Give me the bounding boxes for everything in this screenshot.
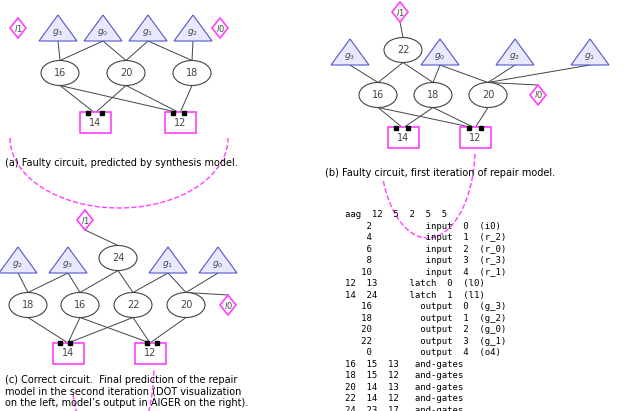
Polygon shape xyxy=(84,15,122,41)
Ellipse shape xyxy=(359,83,397,108)
Polygon shape xyxy=(77,210,93,230)
FancyBboxPatch shape xyxy=(164,113,195,134)
Text: 22: 22 xyxy=(397,45,409,55)
FancyBboxPatch shape xyxy=(460,127,490,148)
Text: $g_{3}$: $g_{3}$ xyxy=(344,51,356,62)
Polygon shape xyxy=(199,247,237,273)
Text: 20         output  2  (g_0): 20 output 2 (g_0) xyxy=(345,325,506,334)
Polygon shape xyxy=(421,39,459,65)
Text: 18  15  12   and-gates: 18 15 12 and-gates xyxy=(345,371,463,380)
Ellipse shape xyxy=(167,293,205,318)
Text: 22         output  3  (g_1): 22 output 3 (g_1) xyxy=(345,337,506,346)
Text: 24  23  17   and-gates: 24 23 17 and-gates xyxy=(345,406,463,411)
Text: 10          input  4  (r_1): 10 input 4 (r_1) xyxy=(345,268,506,277)
Text: 14: 14 xyxy=(397,133,409,143)
Text: $l0$: $l0$ xyxy=(216,23,225,34)
Polygon shape xyxy=(331,39,369,65)
Ellipse shape xyxy=(414,83,452,108)
FancyBboxPatch shape xyxy=(52,342,83,363)
Text: 16  15  13   and-gates: 16 15 13 and-gates xyxy=(345,360,463,369)
Polygon shape xyxy=(129,15,167,41)
Polygon shape xyxy=(220,295,236,315)
Ellipse shape xyxy=(114,293,152,318)
Text: 12  13      latch  0  (l0): 12 13 latch 0 (l0) xyxy=(345,279,484,288)
Text: $g_{1}$: $g_{1}$ xyxy=(584,51,596,62)
Text: (b) Faulty circuit, first iteration of repair model.: (b) Faulty circuit, first iteration of r… xyxy=(325,168,555,178)
FancyBboxPatch shape xyxy=(79,113,111,134)
Text: (a) Faulty circuit, predicted by synthesis model.: (a) Faulty circuit, predicted by synthes… xyxy=(5,158,237,168)
Text: $l0$: $l0$ xyxy=(223,300,232,310)
Text: $g_{3}$: $g_{3}$ xyxy=(52,26,63,37)
Polygon shape xyxy=(530,85,546,105)
Text: 12: 12 xyxy=(174,118,186,128)
Text: 22: 22 xyxy=(127,300,140,310)
Ellipse shape xyxy=(41,60,79,85)
Text: $g_{3}$: $g_{3}$ xyxy=(63,259,74,270)
Text: $g_{0}$: $g_{0}$ xyxy=(97,26,109,37)
Text: 16: 16 xyxy=(74,300,86,310)
Text: $l1$: $l1$ xyxy=(13,23,22,34)
Polygon shape xyxy=(39,15,77,41)
Text: $g_{0}$: $g_{0}$ xyxy=(212,259,223,270)
Text: 18         output  1  (g_2): 18 output 1 (g_2) xyxy=(345,314,506,323)
Text: $l1$: $l1$ xyxy=(396,7,404,18)
Text: 12: 12 xyxy=(144,348,156,358)
Text: 20: 20 xyxy=(482,90,494,100)
Text: 18: 18 xyxy=(186,68,198,78)
Text: $g_{2}$: $g_{2}$ xyxy=(509,51,520,62)
Text: $l1$: $l1$ xyxy=(81,215,90,226)
Ellipse shape xyxy=(469,83,507,108)
Ellipse shape xyxy=(99,245,137,270)
Text: 20: 20 xyxy=(120,68,132,78)
Polygon shape xyxy=(212,18,228,38)
Ellipse shape xyxy=(384,37,422,62)
Text: $g_{1}$: $g_{1}$ xyxy=(163,259,173,270)
Text: 14: 14 xyxy=(89,118,101,128)
Ellipse shape xyxy=(9,293,47,318)
Text: $g_{0}$: $g_{0}$ xyxy=(435,51,445,62)
Text: 20: 20 xyxy=(180,300,192,310)
Text: (c) Correct circuit.  Final prediction of the repair
model in the second iterati: (c) Correct circuit. Final prediction of… xyxy=(5,375,248,408)
Polygon shape xyxy=(49,247,87,273)
Polygon shape xyxy=(0,247,37,273)
Polygon shape xyxy=(571,39,609,65)
Text: 8          input  3  (r_3): 8 input 3 (r_3) xyxy=(345,256,506,265)
Text: 2          input  0  (i0): 2 input 0 (i0) xyxy=(345,222,501,231)
Text: 4          input  1  (r_2): 4 input 1 (r_2) xyxy=(345,233,506,242)
Text: 20  14  13   and-gates: 20 14 13 and-gates xyxy=(345,383,463,392)
Ellipse shape xyxy=(173,60,211,85)
Polygon shape xyxy=(149,247,187,273)
FancyBboxPatch shape xyxy=(387,127,419,148)
Ellipse shape xyxy=(107,60,145,85)
Text: $l0$: $l0$ xyxy=(534,90,543,101)
Text: 16         output  0  (g_3): 16 output 0 (g_3) xyxy=(345,302,506,311)
Text: 6          input  2  (r_0): 6 input 2 (r_0) xyxy=(345,245,506,254)
Polygon shape xyxy=(174,15,212,41)
Text: $g_{1}$: $g_{1}$ xyxy=(142,26,154,37)
Text: 24: 24 xyxy=(112,253,124,263)
Text: $g_{2}$: $g_{2}$ xyxy=(12,259,24,270)
Text: 14: 14 xyxy=(62,348,74,358)
Text: 14  24      latch  1  (l1): 14 24 latch 1 (l1) xyxy=(345,291,484,300)
Polygon shape xyxy=(392,2,408,22)
Text: 12: 12 xyxy=(469,133,481,143)
Text: 0         output  4  (o4): 0 output 4 (o4) xyxy=(345,348,501,357)
Text: 16: 16 xyxy=(372,90,384,100)
Text: 18: 18 xyxy=(427,90,439,100)
Text: aag  12  5  2  5  5: aag 12 5 2 5 5 xyxy=(345,210,447,219)
Ellipse shape xyxy=(61,293,99,318)
Text: 16: 16 xyxy=(54,68,66,78)
Text: 22  14  12   and-gates: 22 14 12 and-gates xyxy=(345,394,463,403)
Text: 18: 18 xyxy=(22,300,34,310)
FancyBboxPatch shape xyxy=(134,342,166,363)
Text: $g_{2}$: $g_{2}$ xyxy=(188,26,198,37)
Polygon shape xyxy=(496,39,534,65)
Polygon shape xyxy=(10,18,26,38)
